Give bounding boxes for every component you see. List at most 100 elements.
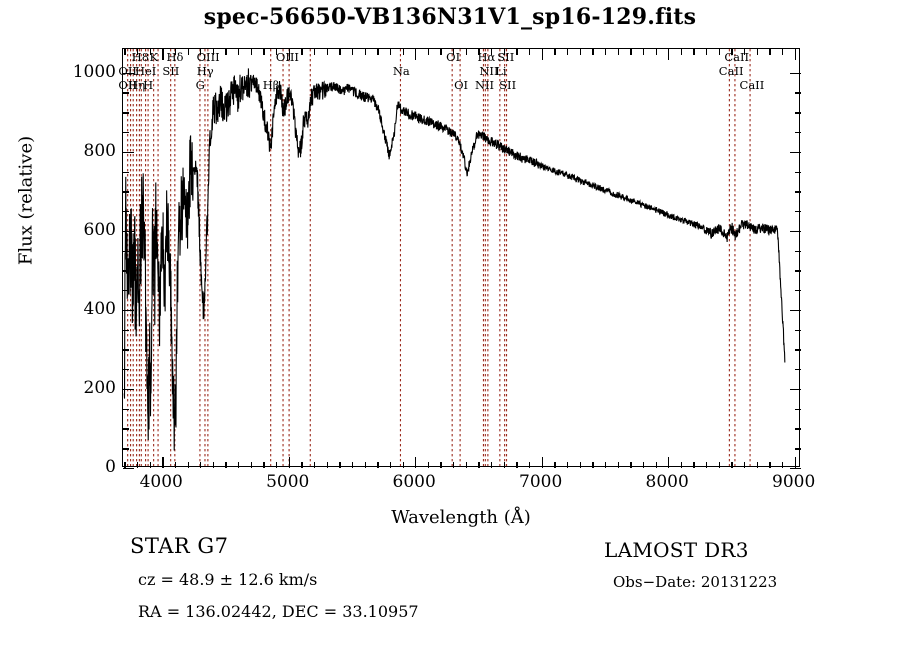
- tick-mark: [516, 462, 518, 468]
- tick-mark: [604, 462, 607, 468]
- x-tick-label: 6000: [392, 472, 436, 492]
- tick-mark: [162, 457, 164, 468]
- tick-mark: [554, 462, 556, 468]
- tick-mark: [795, 349, 801, 351]
- tick-mark: [440, 49, 442, 55]
- tick-mark: [123, 72, 134, 74]
- tick-mark: [212, 49, 215, 55]
- tick-mark: [314, 462, 316, 468]
- tick-mark: [617, 462, 619, 468]
- y-tick-label: 200: [83, 377, 116, 398]
- spectral-line-label: CaII: [724, 50, 750, 64]
- tick-mark: [123, 408, 129, 410]
- tick-mark: [718, 462, 721, 468]
- tick-mark: [566, 49, 569, 55]
- redshift-velocity: cz = 48.9 ± 12.6 km/s: [138, 570, 318, 589]
- tick-mark: [187, 49, 189, 55]
- tick-mark: [402, 49, 404, 55]
- tick-mark: [579, 49, 581, 55]
- spectral-line-label: OII: [118, 64, 137, 78]
- spectral-line-label: CaII: [739, 78, 765, 92]
- tick-mark: [769, 462, 771, 468]
- tick-mark: [389, 462, 392, 468]
- spectral-line-label: OII: [118, 78, 137, 92]
- tick-mark: [731, 462, 733, 468]
- spectral-line-label: Na: [392, 64, 410, 78]
- tick-mark: [123, 250, 129, 252]
- y-tick-label: 600: [83, 219, 116, 240]
- y-axis-title: Flux (relative): [15, 135, 37, 266]
- tick-mark: [529, 49, 531, 55]
- tick-mark: [123, 151, 134, 154]
- tick-mark: [123, 112, 129, 114]
- tick-mark: [566, 462, 569, 468]
- tick-mark: [491, 49, 493, 55]
- tick-mark: [795, 191, 801, 193]
- y-tick-label: 0: [105, 457, 116, 477]
- tick-mark: [795, 211, 801, 213]
- tick-mark: [655, 462, 657, 468]
- tick-mark: [123, 132, 129, 134]
- tick-mark: [174, 49, 177, 55]
- tick-mark: [795, 270, 801, 272]
- tick-mark: [174, 462, 177, 468]
- tick-mark: [326, 462, 328, 468]
- tick-mark: [124, 462, 126, 468]
- tick-mark: [440, 462, 442, 468]
- tick-mark: [389, 49, 392, 55]
- tick-mark: [516, 49, 518, 55]
- x-axis-title: Wavelength (Å): [391, 507, 531, 528]
- tick-mark: [503, 49, 506, 55]
- spectral-line-label: K: [149, 50, 159, 64]
- tick-mark: [465, 49, 468, 55]
- tick-mark: [377, 49, 379, 55]
- tick-mark: [123, 92, 129, 94]
- tick-mark: [668, 49, 670, 60]
- tick-mark: [238, 462, 240, 468]
- tick-mark: [124, 49, 126, 55]
- tick-mark: [351, 462, 354, 468]
- tick-mark: [592, 49, 594, 55]
- x-tick-label: 4000: [139, 472, 183, 492]
- tick-mark: [795, 112, 801, 114]
- spectral-line-label: OI: [446, 50, 461, 64]
- spectral-line-label: OIII: [275, 50, 299, 64]
- tick-mark: [478, 49, 480, 55]
- tick-mark: [225, 462, 227, 468]
- spectral-line-label: H8: [131, 50, 150, 64]
- y-tick-label: 400: [83, 298, 116, 319]
- tick-mark: [604, 49, 607, 55]
- tick-mark: [301, 462, 303, 468]
- tick-mark: [427, 462, 430, 468]
- tick-mark: [790, 72, 801, 74]
- tick-mark: [364, 462, 366, 468]
- spectral-line-label: Hδ: [166, 50, 184, 64]
- tick-mark: [790, 151, 801, 154]
- spectrum-trace: [124, 68, 785, 450]
- tick-mark: [276, 49, 278, 55]
- x-tick-label: 8000: [645, 472, 689, 492]
- tick-mark: [782, 462, 784, 468]
- tick-mark: [301, 49, 303, 55]
- spectral-line-label: HeI: [134, 64, 157, 78]
- tick-mark: [149, 462, 151, 468]
- tick-mark: [795, 369, 801, 371]
- tick-mark: [503, 462, 506, 468]
- tick-mark: [364, 49, 366, 55]
- tick-mark: [630, 49, 632, 55]
- tick-mark: [415, 457, 417, 468]
- tick-mark: [668, 457, 670, 468]
- spectral-line-label: NII: [479, 64, 499, 78]
- tick-mark: [377, 462, 379, 468]
- tick-mark: [123, 388, 134, 391]
- tick-mark: [706, 49, 708, 55]
- tick-mark: [123, 369, 129, 371]
- tick-mark: [795, 250, 801, 252]
- spectral-line-label: Hγ: [196, 64, 214, 78]
- tick-mark: [744, 49, 746, 55]
- tick-mark: [790, 309, 801, 312]
- tick-mark: [642, 49, 645, 55]
- spectral-line-label: SII: [499, 78, 517, 92]
- tick-mark: [288, 457, 290, 468]
- spectral-line-label: OIII: [196, 50, 220, 64]
